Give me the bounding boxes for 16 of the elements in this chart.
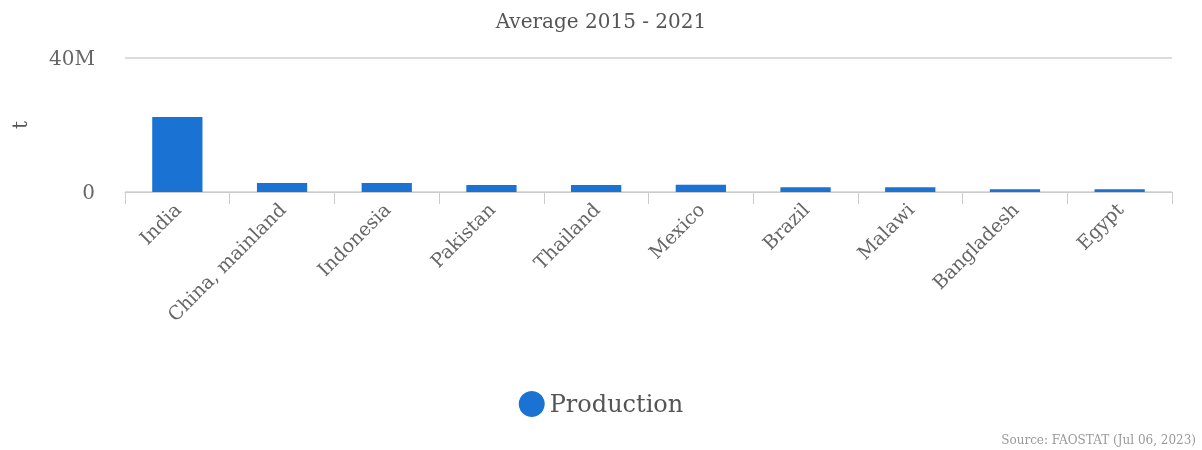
bar (885, 187, 936, 192)
y-axis-title: t (8, 120, 32, 130)
legend-label: Production (549, 390, 684, 418)
bar (675, 184, 726, 192)
bar (256, 182, 308, 192)
bar (152, 116, 203, 192)
bar (1094, 189, 1145, 192)
y-tick-label: 0 (82, 180, 95, 204)
bar (466, 184, 517, 192)
bar (571, 184, 622, 192)
bar (361, 182, 412, 192)
bar (780, 187, 831, 192)
y-tick-label: 40M (49, 46, 95, 70)
bar (989, 189, 1041, 192)
source-note: Source: FAOSTAT (Jul 06, 2023) (1001, 433, 1196, 447)
chart-title: Average 2015 - 2021 (494, 9, 707, 33)
